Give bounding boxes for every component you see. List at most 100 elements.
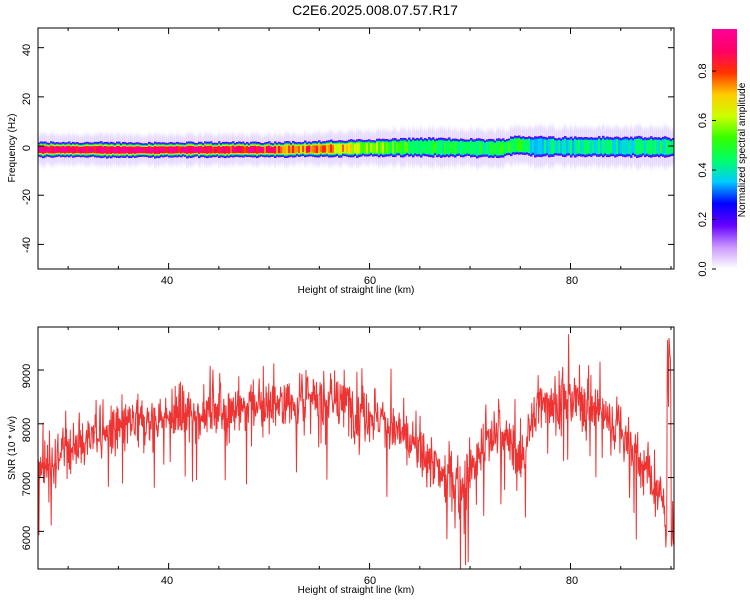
heatmap-cell <box>514 138 517 153</box>
heatmap-cell <box>168 147 171 153</box>
heatmap-cell <box>96 147 99 153</box>
heatmap-cell <box>102 147 105 153</box>
heatmap-cell <box>184 147 187 153</box>
colorbar-tick-label: 0.4 <box>697 162 709 177</box>
heatmap-cell <box>204 146 207 153</box>
heatmap-cell <box>408 140 411 155</box>
heatmap-cell <box>386 142 389 153</box>
spectrogram-frame <box>37 27 675 270</box>
heatmap-cell <box>162 147 165 153</box>
heatmap-cell <box>64 147 67 153</box>
heatmap-cell <box>84 147 87 153</box>
heatmap-cell <box>574 139 577 155</box>
heatmap-cell <box>232 146 235 153</box>
heatmap-cell <box>154 147 157 153</box>
heatmap-cell <box>548 139 551 155</box>
heatmap-cell <box>606 139 609 155</box>
spectrogram-panel: 40 60 80 40 20 0 -20 -40 Height of strai… <box>7 27 675 296</box>
heatmap-cell <box>186 147 189 153</box>
heatmap-cell <box>568 140 571 154</box>
heatmap-cell <box>294 145 297 154</box>
heatmap-cell <box>378 142 381 154</box>
heatmap-cell <box>434 142 437 152</box>
heatmap-cell <box>338 143 341 155</box>
top-y-tick-label: 40 <box>21 44 33 56</box>
heatmap-cell <box>188 146 191 153</box>
heatmap-cell <box>60 147 63 153</box>
heatmap-cell <box>136 147 139 153</box>
heatmap-cell <box>542 139 545 154</box>
heatmap-cell <box>288 145 291 154</box>
heatmap-cell <box>384 142 387 154</box>
heatmap-cell <box>196 147 199 152</box>
heatmap-cell <box>482 141 485 155</box>
top-x-tick-label: 40 <box>161 275 173 287</box>
heatmap-cell <box>628 140 631 154</box>
heatmap-cell <box>80 147 83 153</box>
heatmap-cell <box>522 138 525 153</box>
heatmap-cell <box>610 139 613 154</box>
heatmap-cell <box>466 141 469 154</box>
heatmap-cell <box>92 147 95 152</box>
heatmap-cell <box>218 145 221 154</box>
heatmap-cell <box>150 147 153 153</box>
heatmap-cell <box>310 145 313 153</box>
heatmap-cell <box>454 142 457 154</box>
heatmap-cell <box>452 141 455 155</box>
top-y-tick-label: 20 <box>21 93 33 105</box>
heatmap-cell <box>208 145 211 154</box>
heatmap-cell <box>124 147 127 153</box>
heatmap-cell <box>132 147 135 153</box>
snr-series-line <box>38 334 674 569</box>
heatmap-cell <box>612 140 615 154</box>
heatmap-cell <box>220 147 223 153</box>
heatmap-cell <box>410 141 413 154</box>
heatmap-cell <box>464 141 467 155</box>
heatmap-cell <box>474 141 477 155</box>
heatmap-cell <box>362 143 365 153</box>
heatmap-cell <box>578 139 581 154</box>
heatmap-cell <box>400 141 403 154</box>
heatmap-cell <box>266 146 269 152</box>
heatmap-cell <box>630 139 633 155</box>
heatmap-cell <box>142 147 145 153</box>
bottom-y-tick-label: 6000 <box>21 526 33 550</box>
heatmap-cell <box>210 146 213 153</box>
heatmap-cell <box>660 141 663 153</box>
heatmap-cell <box>534 139 537 155</box>
heatmap-cell <box>120 147 123 153</box>
heatmap-cell <box>156 147 159 153</box>
heatmap-cell <box>462 141 465 155</box>
heatmap-cell <box>316 145 319 154</box>
heatmap-cell <box>58 147 61 152</box>
heatmap-cell <box>376 142 379 153</box>
heatmap-cell <box>446 141 449 155</box>
bottom-x-tick-label: 40 <box>161 575 173 587</box>
heatmap-cell <box>598 138 601 155</box>
heatmap-cell <box>550 139 553 155</box>
heatmap-cell <box>176 146 179 153</box>
heatmap-cell <box>260 147 263 153</box>
heatmap-cell <box>52 147 55 153</box>
heatmap-cell <box>296 145 299 153</box>
heatmap-cell <box>110 147 113 153</box>
heatmap-cell <box>318 144 321 153</box>
heatmap-cell <box>290 146 293 154</box>
top-x-axis-label: Height of straight line (km) <box>298 285 415 296</box>
heatmap-cell <box>646 140 649 154</box>
heatmap-cell <box>544 139 547 154</box>
heatmap-cell <box>194 147 197 153</box>
heatmap-cell <box>282 146 285 154</box>
heatmap-cell <box>390 141 393 154</box>
heatmap-cell <box>302 145 305 153</box>
heatmap-cell <box>332 145 335 153</box>
heatmap-cell <box>608 139 611 155</box>
colorbar-tick-label: 0.0 <box>697 261 709 276</box>
top-y-tick-label: 0 <box>21 145 33 151</box>
heatmap-cell <box>414 141 417 154</box>
heatmap-cell <box>164 146 167 154</box>
heatmap-cell <box>622 139 625 155</box>
heatmap-cell <box>516 139 519 151</box>
bottom-y-tick-label: 7000 <box>21 472 33 496</box>
heatmap-cell <box>330 144 333 153</box>
